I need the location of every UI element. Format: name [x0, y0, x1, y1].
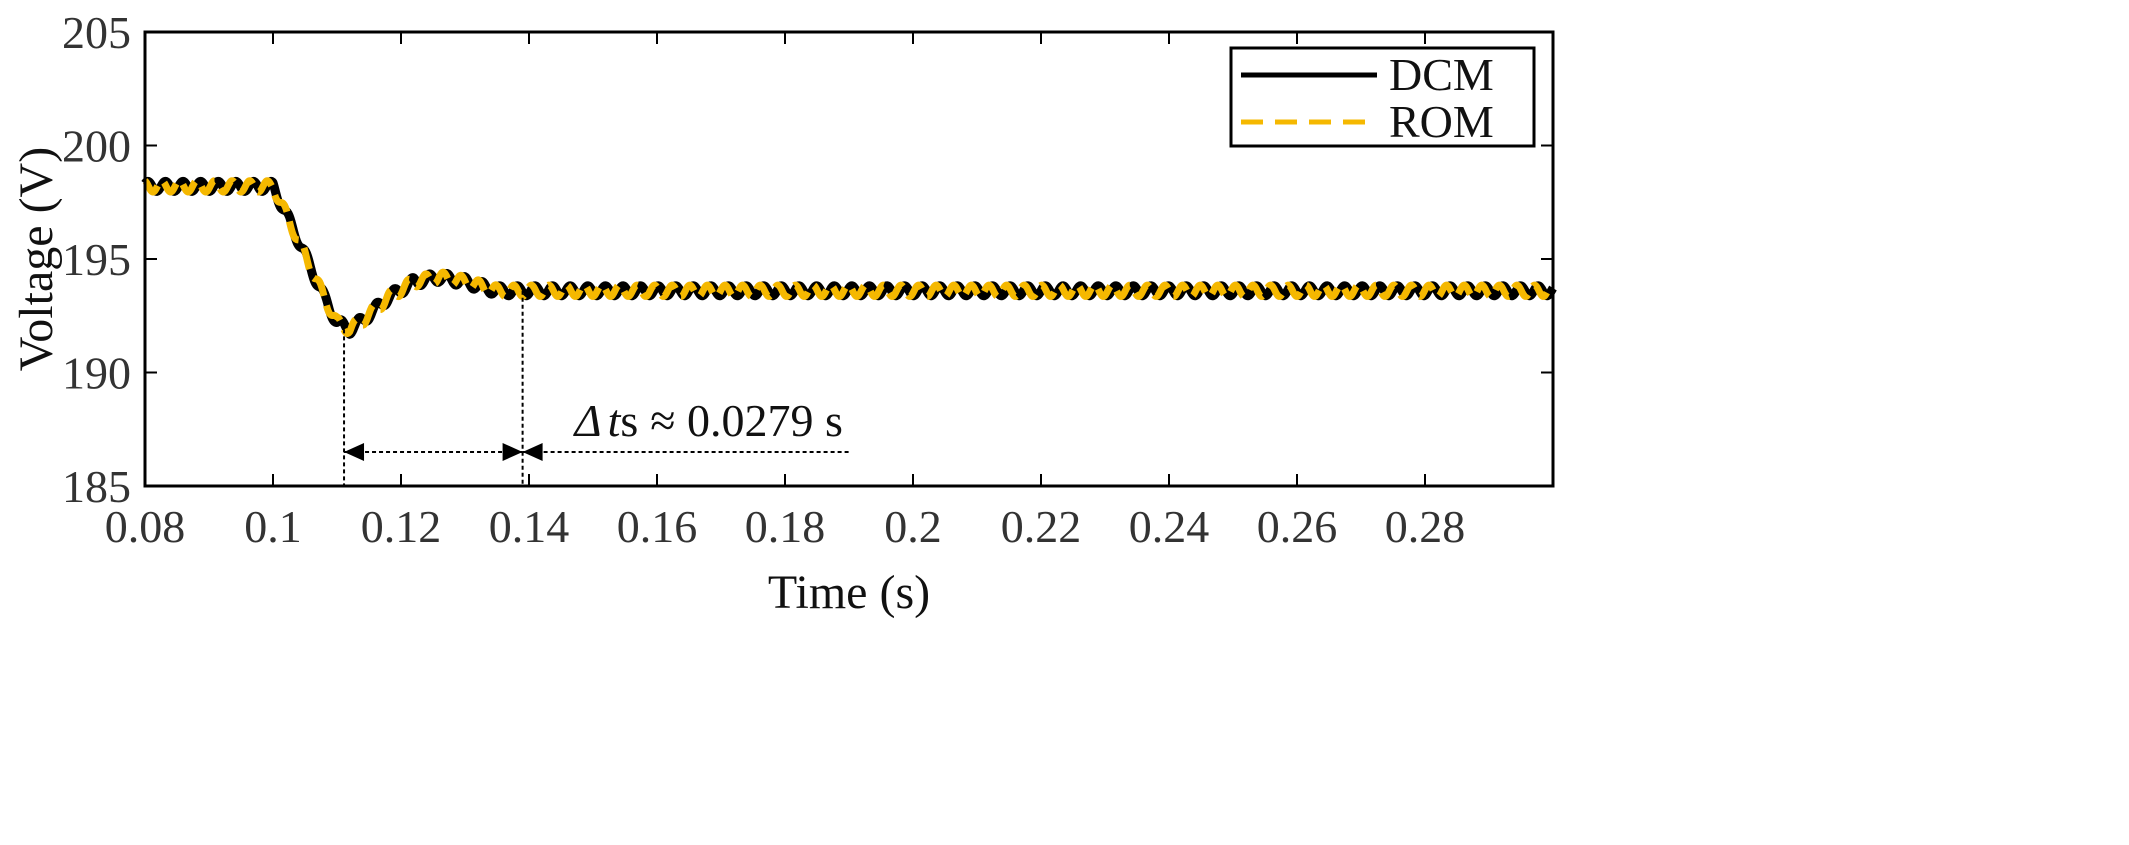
annotation-sub: s	[620, 395, 638, 446]
x-tick-label: 0.18	[745, 501, 826, 552]
x-tick-label: 0.22	[1001, 501, 1082, 552]
annotation-var: t	[608, 395, 622, 446]
annotation-delta: Δ	[573, 395, 602, 446]
x-tick-label: 0.16	[617, 501, 698, 552]
x-axis-title: Time (s)	[768, 566, 930, 619]
x-tick-label: 0.1	[244, 501, 302, 552]
arrowhead-left	[344, 442, 365, 461]
series-line-dcm	[141, 176, 1557, 339]
legend-box	[1229, 46, 1536, 148]
y-tick-label: 205	[62, 7, 131, 58]
series-layer	[141, 176, 1557, 339]
y-tick-label: 185	[62, 461, 131, 512]
x-tick-label: 0.28	[1385, 501, 1466, 552]
arrowhead-right-out	[522, 442, 543, 461]
legend-label-rom: ROM	[1389, 96, 1494, 147]
tick-layer: 0.08 0.1 0.12 0.14 0.16 0.18 0.2 0.22 0.24 0.26 0.…	[62, 7, 1553, 552]
legend: DCM ROM	[1229, 46, 1536, 148]
x-tick-label: 0.14	[489, 501, 570, 552]
x-tick-label: 0.24	[1129, 501, 1210, 552]
x-tick-label: 0.2	[884, 501, 942, 552]
x-tick-label: 0.26	[1257, 501, 1338, 552]
y-tick-label: 200	[62, 121, 131, 172]
annotation-layer	[343, 290, 849, 486]
legend-label-dcm: DCM	[1389, 49, 1494, 100]
y-tick-label: 190	[62, 348, 131, 399]
annotation-value: ≈ 0.0279 s	[650, 395, 843, 446]
arrowhead-right-in	[502, 442, 523, 461]
y-axis-title: Voltage (V)	[10, 147, 63, 371]
x-tick-label: 0.08	[105, 501, 186, 552]
series-line-rom	[142, 177, 1556, 338]
x-tick-label: 0.12	[361, 501, 442, 552]
y-tick-label: 195	[62, 234, 131, 285]
